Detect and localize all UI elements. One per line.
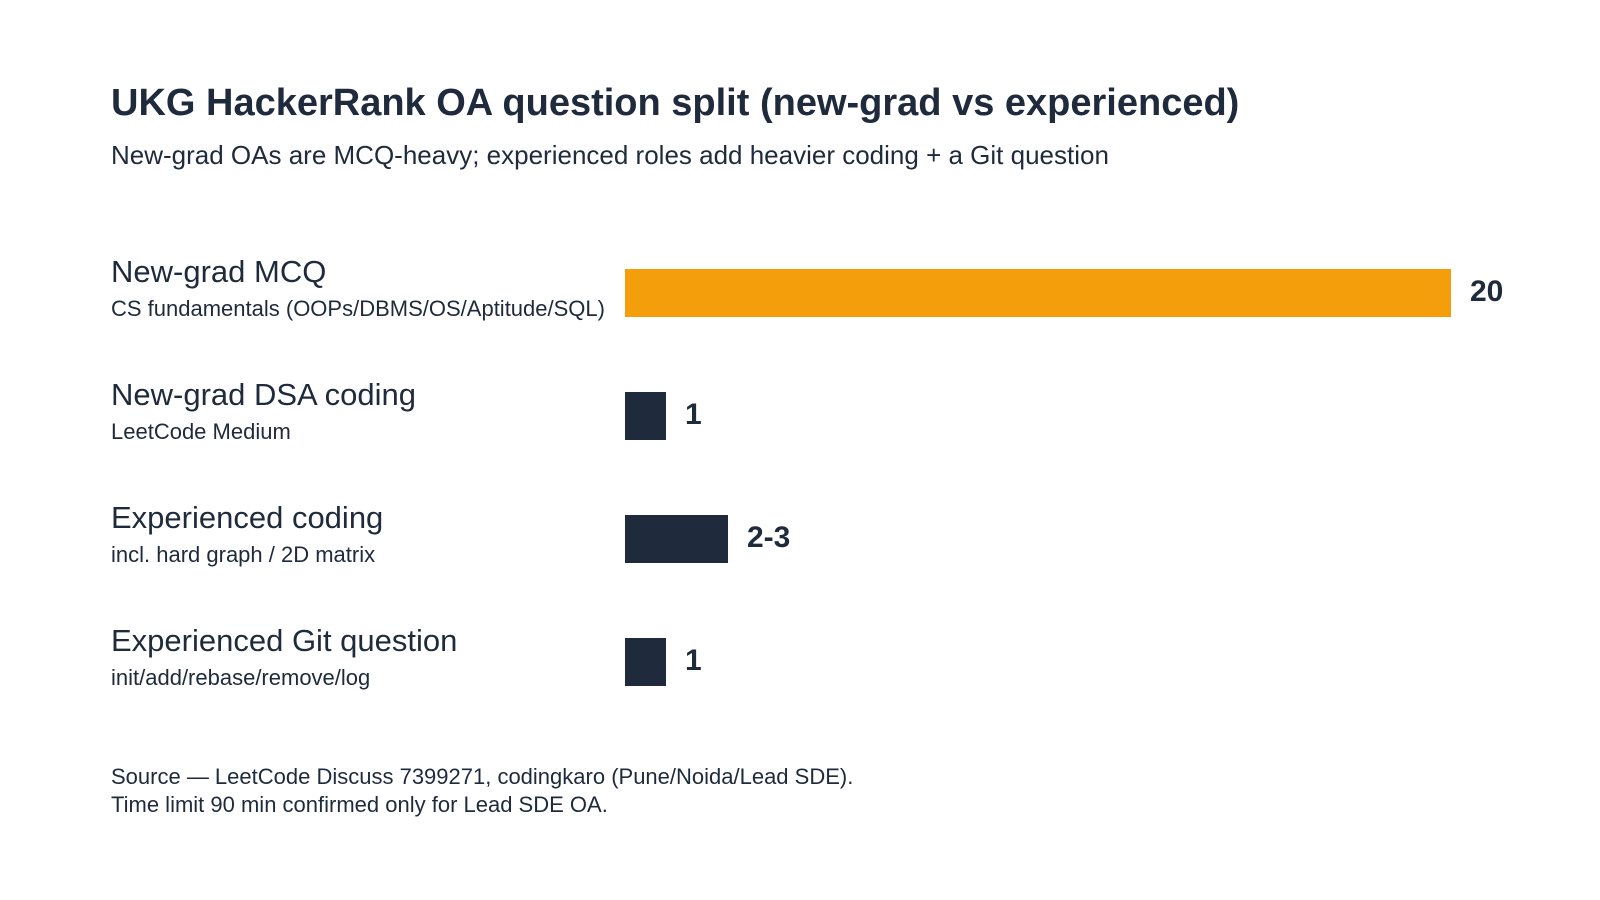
chart-subtitle: New-grad OAs are MCQ-heavy; experienced …: [111, 140, 1109, 170]
bar: [625, 515, 728, 563]
category-label: Experienced coding: [111, 500, 384, 535]
chart-title: UKG HackerRank OA question split (new-gr…: [111, 82, 1240, 124]
category-sublabel: incl. hard graph / 2D matrix: [111, 542, 376, 567]
bar-value-label: 1: [685, 644, 702, 677]
category-sublabel: LeetCode Medium: [111, 419, 291, 444]
category-sublabel: init/add/rebase/remove/log: [111, 665, 371, 690]
bar: [625, 392, 666, 440]
bar-value-label: 20: [1470, 275, 1504, 308]
bar: [625, 269, 1451, 317]
category-label: New-grad DSA coding: [111, 377, 416, 412]
category-label: Experienced Git question: [111, 623, 458, 658]
bar-value-label: 2-3: [747, 521, 791, 554]
category-label: New-grad MCQ: [111, 254, 327, 289]
bar: [625, 638, 666, 686]
source-note: Source — LeetCode Discuss 7399271, codin…: [111, 764, 854, 789]
category-sublabel: CS fundamentals (OOPs/DBMS/OS/Aptitude/S…: [111, 296, 605, 321]
bar-value-label: 1: [685, 398, 702, 431]
time-limit-note: Time limit 90 min confirmed only for Lea…: [111, 792, 608, 817]
